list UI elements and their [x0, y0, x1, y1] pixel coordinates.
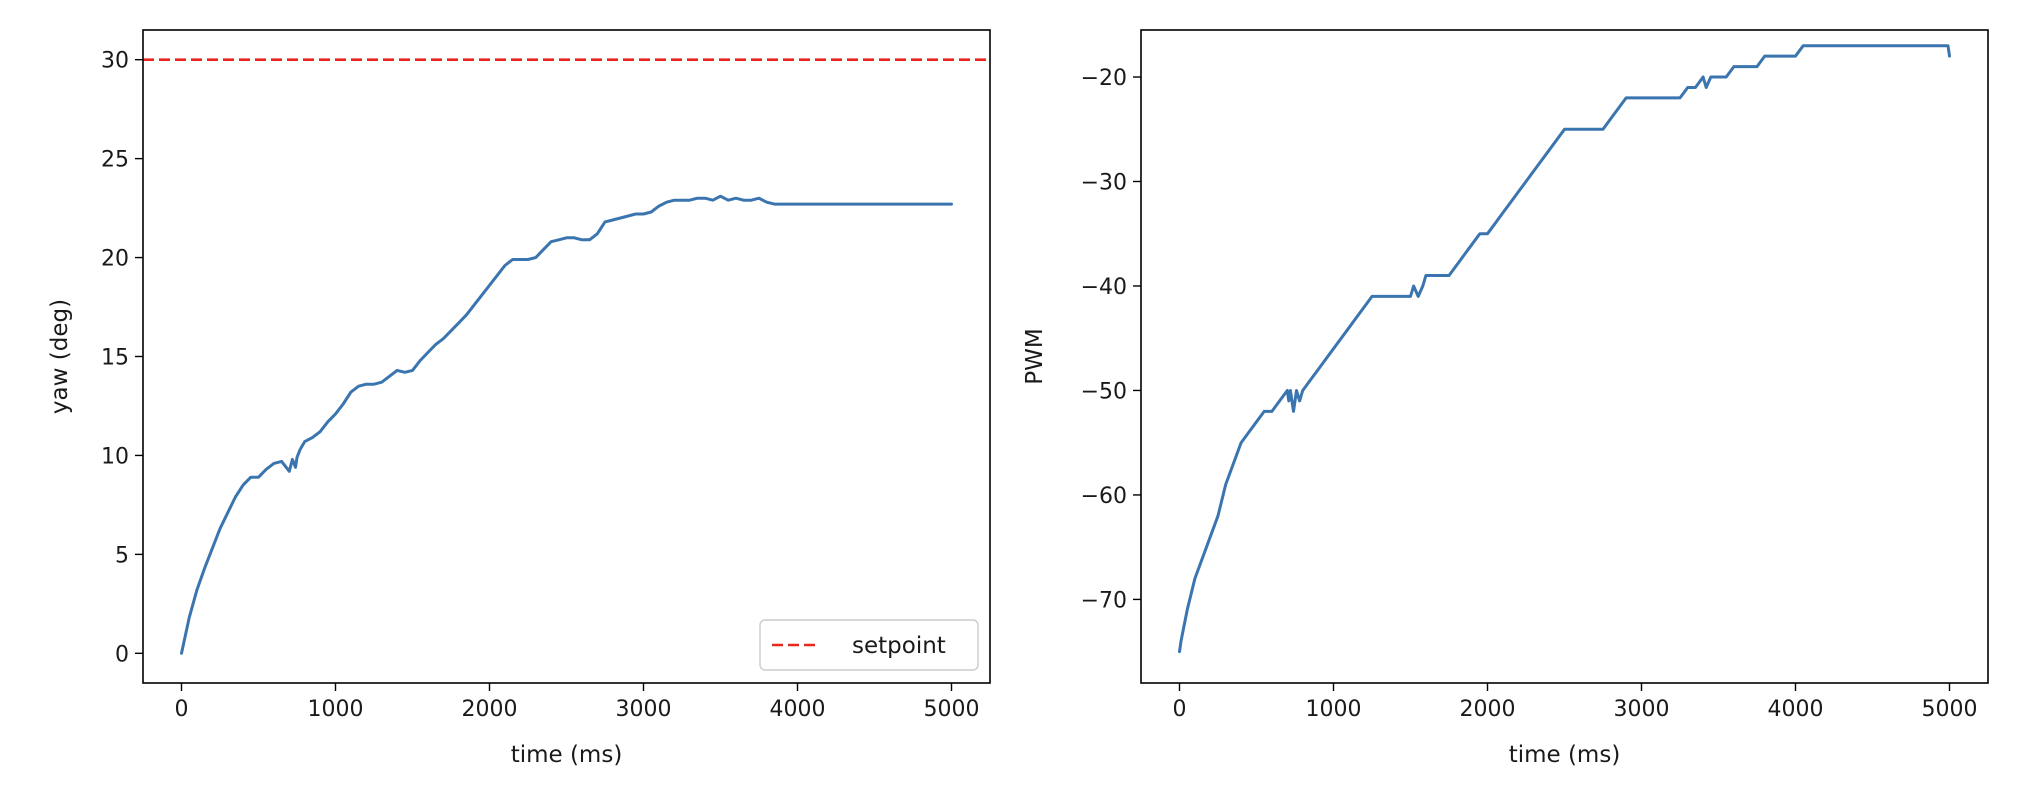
yaw-y-tick-label: 25 [101, 148, 129, 173]
yaw-x-axis-label: time (ms) [511, 742, 623, 768]
pwm-series-line [1178, 44, 1951, 654]
pwm-y-tick-label: −50 [1081, 379, 1127, 404]
pwm-x-tick-label: 4000 [1768, 697, 1824, 722]
pwm-y-tick-label: −60 [1081, 484, 1127, 509]
yaw-y-tick-label: 5 [115, 543, 129, 568]
yaw-x-axis: 0 1000 2000 3000 4000 5000 [175, 683, 980, 722]
yaw-y-axis: 0 5 10 15 20 25 30 [101, 49, 143, 667]
pwm-y-axis-label: PWM [1022, 328, 1048, 384]
legend: setpoint [759, 619, 979, 671]
pwm-y-tick-label: −20 [1081, 66, 1127, 91]
pwm-x-tick-label: 0 [1173, 697, 1187, 722]
legend-setpoint-label: setpoint [852, 633, 946, 659]
yaw-y-tick-label: 10 [101, 444, 129, 469]
pwm-y-axis: −20 −30 −40 −50 −60 −70 [1081, 66, 1141, 613]
yaw-x-tick-label: 3000 [616, 697, 672, 722]
pwm-plot-area [1178, 44, 1951, 654]
pwm-x-axis-label: time (ms) [1509, 742, 1621, 768]
yaw-x-tick-label: 4000 [770, 697, 826, 722]
yaw-x-tick-label: 1000 [308, 697, 364, 722]
yaw-y-tick-label: 0 [115, 642, 129, 667]
pwm-x-axis: 0 1000 2000 3000 4000 5000 [1173, 683, 1978, 722]
yaw-chart: 0 1000 2000 3000 4000 5000 0 5 10 15 20 25 30 time … [47, 29, 991, 768]
yaw-y-axis-label: yaw (deg) [47, 299, 73, 414]
yaw-y-tick-label: 15 [101, 346, 129, 371]
legend-box [759, 619, 979, 671]
pwm-axes-frame [1140, 29, 1989, 684]
pwm-x-tick-label: 5000 [1922, 697, 1978, 722]
pwm-x-tick-label: 1000 [1306, 697, 1362, 722]
pwm-x-tick-label: 3000 [1614, 697, 1670, 722]
pwm-chart: 0 1000 2000 3000 4000 5000 −20 −30 −40 −50 −60 −70… [1022, 29, 1989, 768]
yaw-x-tick-label: 0 [175, 697, 189, 722]
yaw-plot-area [143, 58, 990, 655]
yaw-y-tick-label: 30 [101, 49, 129, 74]
pwm-x-tick-label: 2000 [1460, 697, 1516, 722]
pwm-y-tick-label: −30 [1081, 170, 1127, 195]
yaw-series-line [180, 194, 953, 655]
pwm-y-tick-label: −70 [1081, 588, 1127, 613]
yaw-x-tick-label: 5000 [924, 697, 980, 722]
yaw-y-tick-label: 20 [101, 247, 129, 272]
yaw-x-tick-label: 2000 [462, 697, 518, 722]
pwm-y-tick-label: −40 [1081, 275, 1127, 300]
